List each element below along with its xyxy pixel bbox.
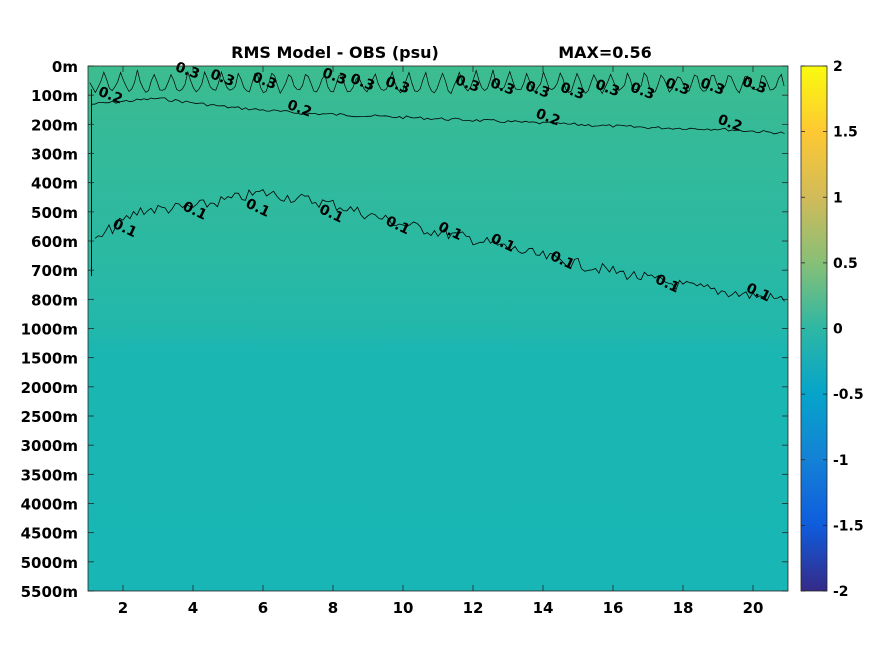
colorbar-gradient <box>800 65 828 592</box>
contour-label: 0.2 <box>285 97 314 121</box>
contour-0.2 <box>91 97 785 135</box>
max-label: MAX=0.56 <box>558 43 652 62</box>
y-tick-label: 4500m <box>21 525 78 543</box>
colorbar-tick-label: 2 <box>833 59 843 75</box>
heatmap-field <box>88 66 788 591</box>
colorbar-tick-label: 1 <box>833 190 843 206</box>
colorbar-tick-label: -1.5 <box>833 518 864 534</box>
contour-label: 0.2 <box>96 84 125 108</box>
colorbar-tick-label: -1 <box>833 453 849 469</box>
x-tick-label: 8 <box>328 599 338 617</box>
y-tick-label: 4000m <box>21 496 78 514</box>
x-axis: 2 4 6 8 10 12 14 16 18 20 <box>118 66 764 617</box>
y-tick-label: 100m <box>31 87 78 105</box>
contour-lines <box>89 69 785 302</box>
contour-label: 0.3 <box>628 80 657 104</box>
y-tick-label: 500m <box>31 204 78 222</box>
colorbar-ticks: 2 1.5 1 0.5 0 -0.5 -1 -1.5 -2 <box>801 59 864 600</box>
y-tick-label: 0m <box>52 58 78 76</box>
x-tick-label: 20 <box>743 599 764 617</box>
contour-0.3 <box>89 69 785 95</box>
x-tick-label: 14 <box>533 599 554 617</box>
y-tick-label: 2000m <box>21 379 78 397</box>
contour-label: 0.3 <box>523 78 552 102</box>
contour-label: 0.2 <box>715 112 744 136</box>
contour-label: 0.3 <box>488 75 517 99</box>
contour-label: 0.3 <box>698 75 727 99</box>
contour-label: 0.3 <box>208 67 237 91</box>
x-tick-label: 16 <box>603 599 624 617</box>
contour-label: 0.3 <box>663 75 692 99</box>
x-tick-label: 4 <box>188 599 198 617</box>
y-tick-label: 400m <box>31 175 78 193</box>
contour-0.1 <box>94 188 785 302</box>
contour-label: 0.3 <box>383 74 412 98</box>
x-tick-label: 18 <box>673 599 694 617</box>
contour-label: 0.2 <box>533 106 562 130</box>
y-tick-label: 5000m <box>21 554 78 572</box>
y-tick-label: 2500m <box>21 408 78 426</box>
chart-title: RMS Model - OBS (psu) <box>231 43 439 62</box>
contour-label: 0.3 <box>173 59 202 83</box>
y-tick-label: 1000m <box>21 321 78 339</box>
plot-area: 0.3 0.3 0.3 0.3 0.3 0.3 0.3 0.3 0.3 0.3 0.3 0.3 0.3 0… <box>87 59 789 592</box>
colorbar-tick-label: 0 <box>833 322 843 338</box>
contour-label: 0.3 <box>348 71 377 95</box>
y-tick-label: 800m <box>31 291 78 309</box>
y-tick-label: 700m <box>31 262 78 280</box>
colorbar-tick-label: 1.5 <box>833 125 858 141</box>
y-tick-label: 3500m <box>21 466 78 484</box>
colorbar-tick-label: 0.5 <box>833 256 858 272</box>
colorbar-tick-label: -2 <box>833 584 849 600</box>
y-tick-label: 200m <box>31 116 78 134</box>
y-tick-label: 300m <box>31 146 78 164</box>
x-tick-label: 2 <box>118 599 128 617</box>
y-tick-label: 600m <box>31 233 78 251</box>
colorbar-tick-label: -0.5 <box>833 387 864 403</box>
x-tick-label: 10 <box>393 599 414 617</box>
y-tick-label: 3000m <box>21 437 78 455</box>
y-tick-label: 1500m <box>21 350 78 368</box>
contour-label: 0.3 <box>320 65 349 89</box>
x-tick-label: 6 <box>258 599 268 617</box>
contour-label: 0.3 <box>593 77 622 101</box>
colorbar: 2 1.5 1 0.5 0 -0.5 -1 -1.5 -2 <box>800 59 864 600</box>
y-axis: 0m 100m 200m 300m 400m 500m 600m 700m 800m 1000m 1… <box>21 58 788 601</box>
contour-label: 0.3 <box>558 80 587 104</box>
y-tick-label: 5500m <box>21 583 78 601</box>
contour-label: 0.3 <box>250 69 279 93</box>
contour-label: 0.3 <box>740 74 769 98</box>
x-tick-label: 12 <box>463 599 484 617</box>
contour-label: 0.3 <box>453 72 482 96</box>
